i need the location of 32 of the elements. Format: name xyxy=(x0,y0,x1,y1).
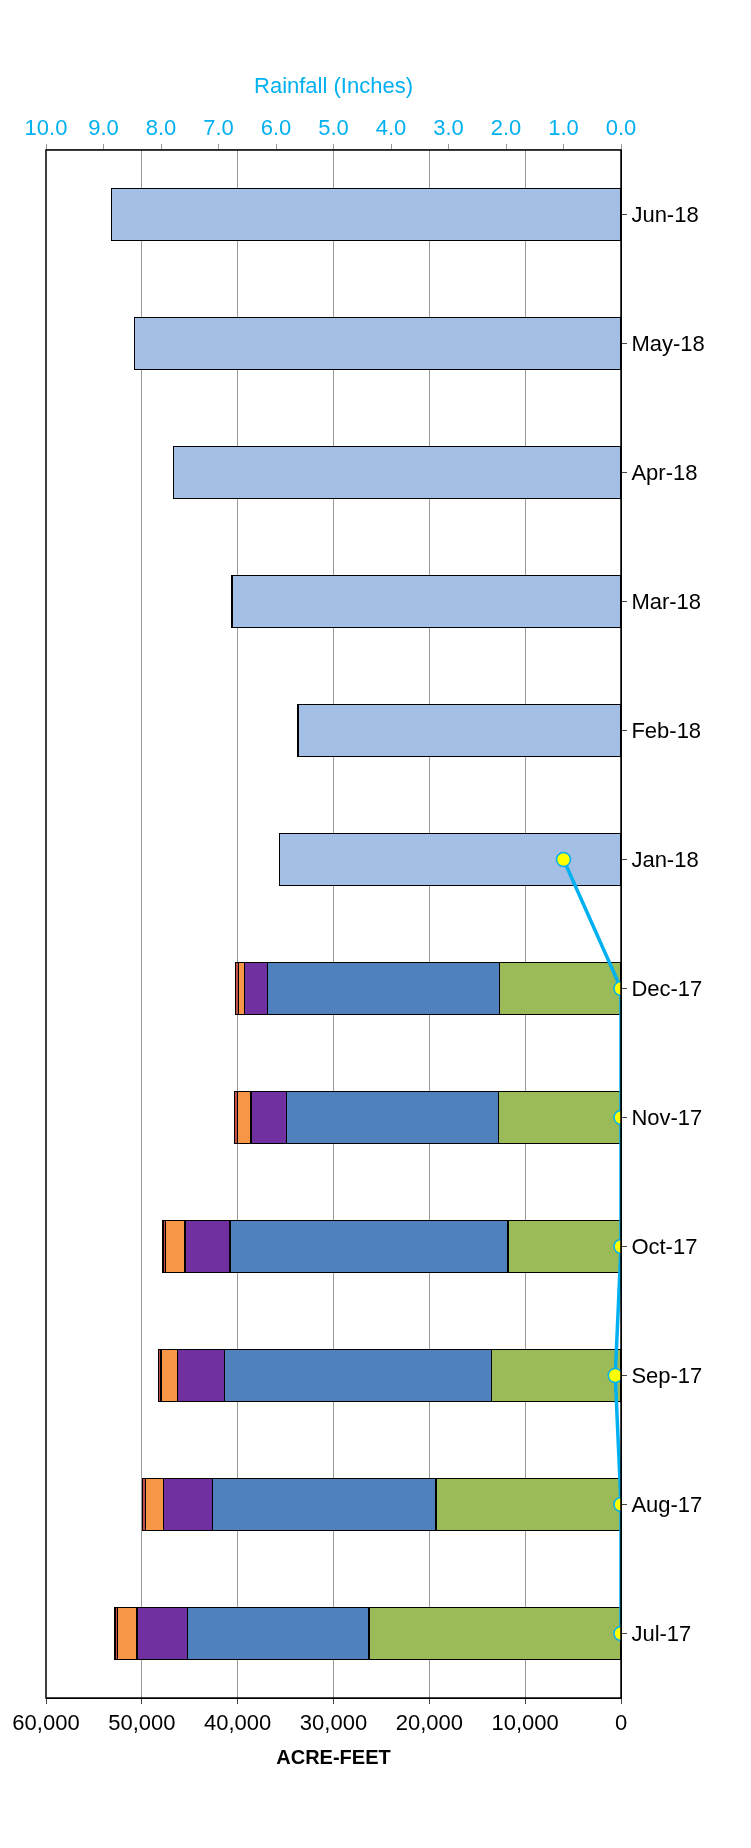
x2-tick-label: 5.0 xyxy=(318,115,349,141)
y-tick-label: Jan-18 xyxy=(631,847,699,873)
y-tick-label: Aug-17 xyxy=(631,1492,703,1518)
x-tick-label: 20,000 xyxy=(395,1710,463,1736)
y-tick-label: Jul-17 xyxy=(631,1621,692,1647)
x-tick-label: 60,000 xyxy=(12,1710,80,1736)
x2-tick-label: 0.0 xyxy=(605,115,637,141)
y-tick-label: Dec-17 xyxy=(631,976,703,1002)
y-tick-label: Feb-18 xyxy=(631,718,702,744)
y-tick-label: Jun-18 xyxy=(631,202,699,228)
y-tick-label: Nov-17 xyxy=(631,1105,703,1131)
x2-axis-title: Rainfall (Inches) xyxy=(254,73,413,98)
x2-tick-label: 10.0 xyxy=(24,115,68,141)
y-tick-label: Mar-18 xyxy=(631,589,702,615)
x2-tick-label: 8.0 xyxy=(145,115,177,141)
x2-tick-label: 9.0 xyxy=(88,115,119,141)
y-tick-label: May-18 xyxy=(631,331,705,357)
x-tick-label: 10,000 xyxy=(491,1710,559,1736)
y-tick-label: Oct-17 xyxy=(631,1234,698,1260)
x2-tick-label: 6.0 xyxy=(260,115,292,141)
x2-tick-label: 7.0 xyxy=(203,115,234,141)
x2-tick-label: 1.0 xyxy=(548,115,579,141)
y-tick-label: Apr-18 xyxy=(631,460,698,486)
x-axis-title: ACRE-FEET xyxy=(276,1745,391,1768)
x2-tick-label: 2.0 xyxy=(490,115,522,141)
x-tick-label: 30,000 xyxy=(299,1710,368,1736)
x-tick-label: 50,000 xyxy=(108,1710,176,1736)
y-tick-label: Sep-17 xyxy=(631,1363,703,1389)
x-tick-label: 40,000 xyxy=(204,1710,272,1736)
x2-tick-label: 3.0 xyxy=(433,115,464,141)
x2-tick-label: 4.0 xyxy=(375,115,407,141)
x-tick-label: 0 xyxy=(614,1710,628,1736)
